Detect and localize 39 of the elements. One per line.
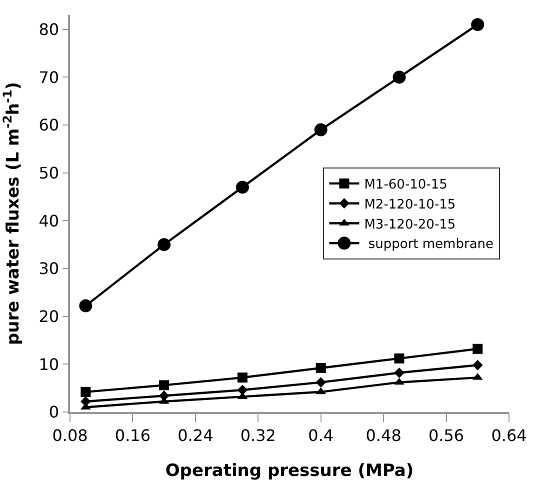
legend-label: M2-120-10-15 (364, 197, 456, 212)
point (159, 380, 170, 390)
y-tick-label: 0 (48, 402, 60, 422)
x-tick-label: 0.32 (240, 426, 276, 445)
x-axis-title: Operating pressure (MPa) (165, 460, 414, 481)
point (316, 363, 326, 373)
y-tick-label: 40 (38, 211, 60, 230)
legend-label: M1-60-10-15 (364, 178, 448, 193)
point (158, 238, 171, 252)
point (80, 386, 91, 397)
point (237, 372, 248, 383)
point (236, 180, 249, 194)
x-tick-label: 0.64 (491, 426, 527, 445)
x-tick-label: 0.16 (114, 426, 151, 445)
y-tick-label: 80 (38, 20, 60, 39)
point (471, 18, 484, 32)
point (237, 384, 248, 396)
y-tick-label: 10 (38, 354, 60, 374)
point (392, 70, 406, 84)
point (472, 360, 483, 370)
point (79, 299, 92, 312)
point (316, 377, 326, 388)
y-tick-label: 60 (38, 116, 60, 135)
point (472, 344, 483, 354)
point (314, 123, 328, 136)
point (394, 368, 404, 378)
y-tick-label: 30 (38, 259, 60, 278)
point (394, 378, 404, 385)
y-tick-label: 70 (38, 68, 60, 87)
y-tick-label: 20 (38, 306, 60, 326)
x-tick-label: 0.24 (178, 426, 214, 445)
x-tick-label: 0.08 (52, 426, 88, 445)
x-tick-label: 0.48 (366, 426, 402, 445)
legend-label: support membrane (364, 237, 494, 252)
x-tick-label: 0.56 (428, 426, 464, 445)
y-tick-label: 50 (38, 163, 60, 182)
point (394, 353, 404, 364)
x-tick-label: 0.4 (308, 426, 334, 445)
legend-label: M3-120-20-15 (364, 217, 456, 232)
